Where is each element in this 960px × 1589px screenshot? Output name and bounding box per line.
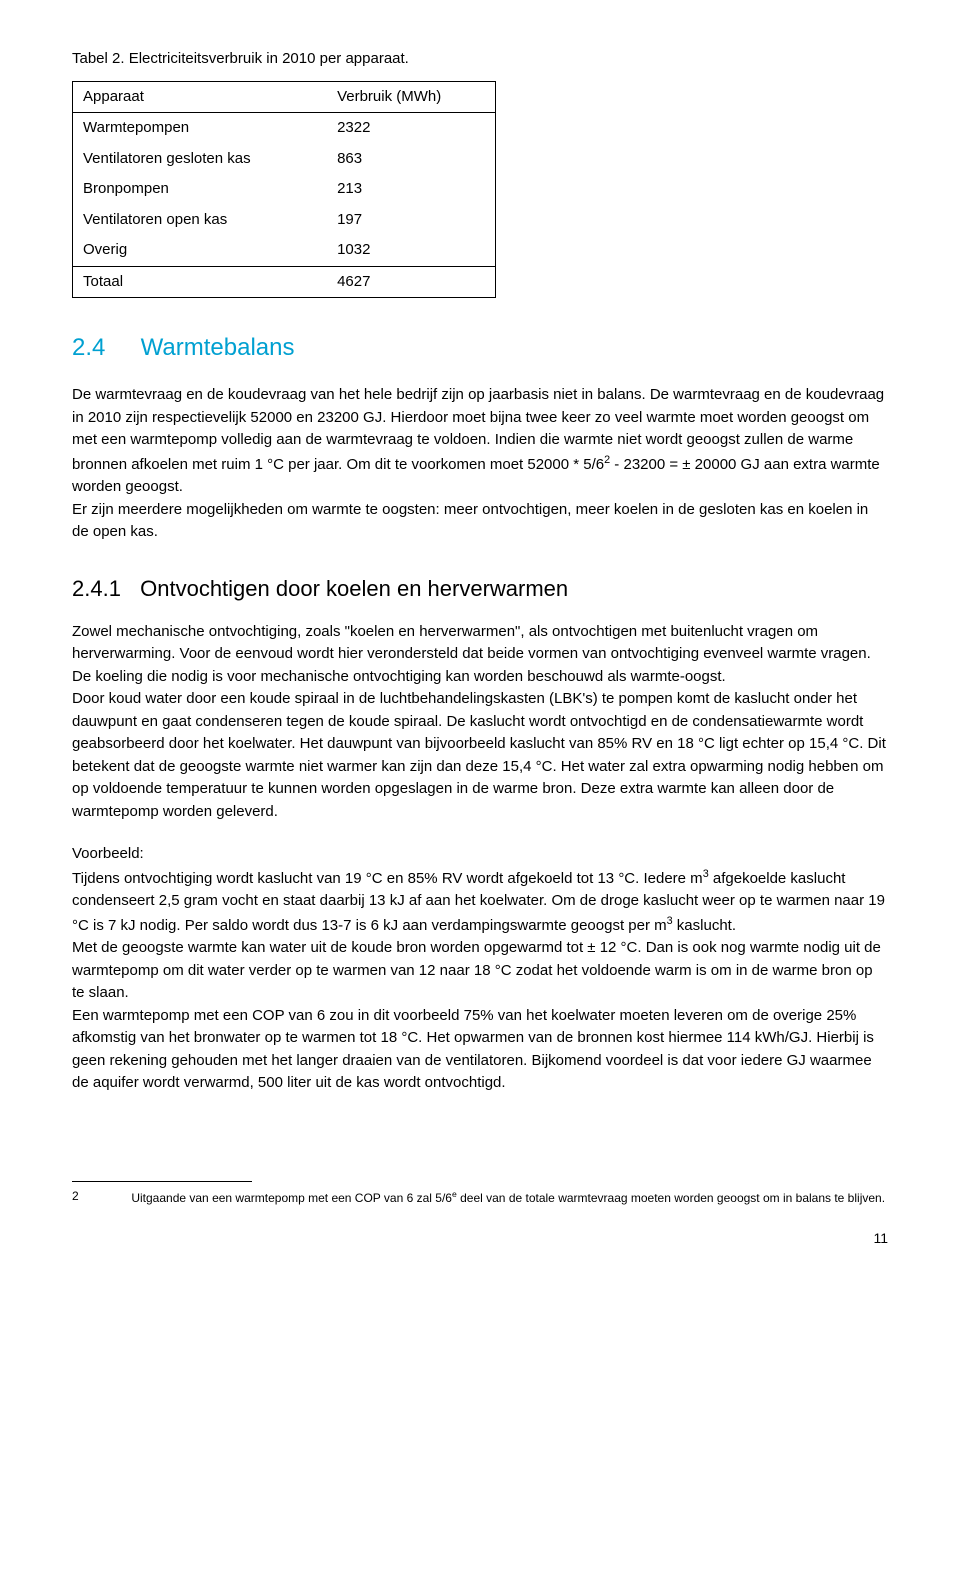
table-cell: Warmtepompen	[73, 113, 328, 144]
footnote-number: 2	[72, 1188, 128, 1205]
example-label: Voorbeeld:	[72, 843, 888, 866]
paragraph: Tijdens ontvochtiging wordt kaslucht van…	[72, 866, 888, 938]
table-cell: 197	[327, 205, 496, 236]
table-row: Ventilatoren open kas 197	[73, 205, 496, 236]
table-row: Ventilatoren gesloten kas 863	[73, 144, 496, 175]
subsection-title: Ontvochtigen door koelen en herverwarmen	[140, 576, 568, 601]
paragraph: Een warmtepomp met een COP van 6 zou in …	[72, 1005, 888, 1095]
footnote-separator	[72, 1181, 252, 1182]
paragraph: Met de geoogste warmte kan water uit de …	[72, 937, 888, 1005]
table-caption: Tabel 2. Electriciteitsverbruik in 2010 …	[72, 48, 888, 71]
table-cell: Overig	[73, 235, 328, 266]
paragraph: Er zijn meerdere mogelijkheden om warmte…	[72, 499, 888, 544]
section-heading: 2.4 Warmtebalans	[72, 330, 888, 366]
paragraph: Zowel mechanische ontvochtiging, zoals "…	[72, 621, 888, 689]
table-header: Apparaat	[73, 81, 328, 113]
table-cell: 863	[327, 144, 496, 175]
table-row: Bronpompen 213	[73, 174, 496, 205]
section-number: 2.4	[72, 330, 134, 366]
table-cell: Ventilatoren gesloten kas	[73, 144, 328, 175]
paragraph: De warmtevraag en de koudevraag van het …	[72, 384, 888, 499]
paragraph: Door koud water door een koude spiraal i…	[72, 688, 888, 823]
table-cell: 2322	[327, 113, 496, 144]
footnote-text: Uitgaande van een warmtepomp met een COP…	[131, 1188, 887, 1207]
table-row: Warmtepompen 2322	[73, 113, 496, 144]
table-cell: 4627	[327, 266, 496, 298]
footnote: 2 Uitgaande van een warmtepomp met een C…	[72, 1188, 888, 1207]
table-total-row: Totaal 4627	[73, 266, 496, 298]
electricity-table: Apparaat Verbruik (MWh) Warmtepompen 232…	[72, 81, 496, 299]
page-number: 11	[72, 1228, 888, 1249]
subsection-number: 2.4.1	[72, 572, 134, 605]
section-title: Warmtebalans	[141, 334, 295, 361]
table-cell: Ventilatoren open kas	[73, 205, 328, 236]
table-cell: 1032	[327, 235, 496, 266]
table-cell: Totaal	[73, 266, 328, 298]
table-row: Overig 1032	[73, 235, 496, 266]
subsection-heading: 2.4.1 Ontvochtigen door koelen en herver…	[72, 572, 888, 605]
table-cell: Bronpompen	[73, 174, 328, 205]
table-cell: 213	[327, 174, 496, 205]
table-header: Verbruik (MWh)	[327, 81, 496, 113]
